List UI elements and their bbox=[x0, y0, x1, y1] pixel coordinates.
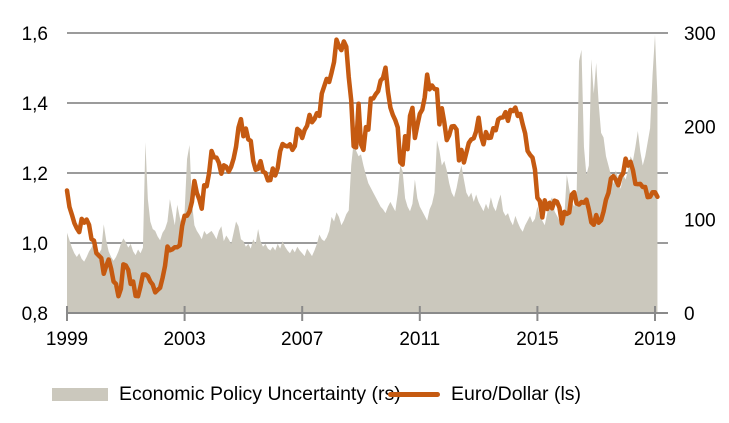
legend-label-epu: Economic Policy Uncertainty (rs) bbox=[119, 383, 401, 405]
x-tick-label: 2003 bbox=[163, 329, 205, 350]
x-tick-label: 2015 bbox=[516, 329, 558, 350]
x-tick-label: 2007 bbox=[281, 329, 323, 350]
y-left-tick-label: 1,2 bbox=[22, 164, 48, 185]
legend-label-eurusd: Euro/Dollar (ls) bbox=[451, 383, 582, 405]
y-left-tick-label: 1,4 bbox=[22, 94, 49, 115]
x-tick-label: 2011 bbox=[399, 329, 440, 350]
y-right-tick-label: 100 bbox=[684, 211, 716, 232]
y-left-tick-label: 0,8 bbox=[22, 304, 48, 325]
eurusd-line-swatch bbox=[388, 391, 440, 397]
epu-area-series bbox=[67, 34, 658, 314]
epu-area-swatch bbox=[52, 387, 108, 401]
y-right-tick-label: 0 bbox=[684, 304, 695, 325]
legend-item-eurusd: Euro/Dollar (ls) bbox=[388, 381, 581, 407]
eurusd-line-series bbox=[64, 37, 660, 299]
y-right-tick-label: 200 bbox=[684, 117, 716, 138]
y-left-tick-label: 1,6 bbox=[22, 24, 48, 45]
chart-legend: Economic Policy Uncertainty (rs) Euro/Do… bbox=[0, 381, 729, 411]
y-right-tick-label: 300 bbox=[684, 24, 716, 45]
x-tick-label: 2019 bbox=[634, 329, 676, 350]
legend-item-epu: Economic Policy Uncertainty (rs) bbox=[52, 381, 401, 407]
y-left-tick-label: 1,0 bbox=[22, 234, 48, 255]
x-tick-label: 1999 bbox=[46, 329, 88, 350]
